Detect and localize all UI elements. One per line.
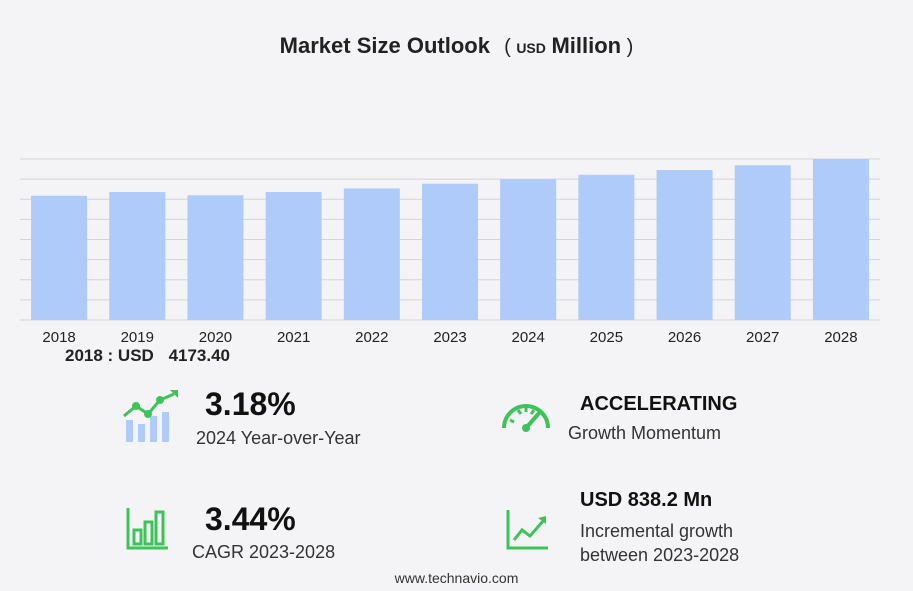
bar-2024 [500, 179, 557, 320]
x-tick-label: 2023 [433, 329, 466, 346]
incremental-label-line1: Incremental growth [580, 521, 734, 541]
bar-2027 [734, 165, 791, 320]
x-tick-label: 2019 [121, 329, 154, 346]
unit-currency: USD [516, 40, 546, 56]
x-tick-label: 2026 [668, 329, 701, 346]
bar-2018 [31, 195, 88, 320]
x-tick-label: 2022 [355, 329, 388, 346]
baseline-year-label: 2018 : USD [65, 346, 154, 365]
x-tick-label: 2021 [277, 329, 310, 346]
x-tick-label: 2018 [42, 329, 75, 346]
bar-chart: 2018 2019 2020 2021 2022 2023 2024 2025 2026 2027… [20, 158, 880, 346]
momentum-value: ACCELERATING [580, 393, 738, 415]
x-tick-label: 2028 [824, 329, 857, 346]
x-tick-label: 2025 [590, 329, 623, 346]
x-tick-label: 2024 [511, 329, 544, 346]
x-tick-label: 2027 [746, 329, 779, 346]
bar-2021 [265, 192, 322, 320]
speedometer-icon [502, 404, 550, 432]
yoy-value: 3.18% [205, 386, 296, 422]
bar-2023 [422, 183, 478, 320]
footer-url: www.technavio.com [394, 570, 519, 586]
yoy-label: 2024 Year-over-Year [196, 428, 361, 448]
x-tick-label: 2020 [199, 329, 232, 346]
trend-line-icon [506, 510, 548, 550]
momentum-label: Growth Momentum [568, 423, 722, 443]
unit-close: ) [626, 36, 634, 58]
unit-open: ( [504, 36, 511, 58]
cagr-value: 3.44% [205, 501, 296, 537]
bar-growth-icon [123, 390, 178, 442]
title-main: Market Size Outlook [279, 33, 490, 58]
cagr-label: CAGR 2023-2028 [192, 542, 336, 562]
bar-2025 [578, 174, 635, 320]
bar-2019 [109, 192, 166, 320]
incremental-label-line2: between 2023-2028 [580, 545, 740, 565]
bar-2022 [343, 188, 400, 320]
unit-scale: Million [551, 33, 622, 58]
incremental-value: USD 838.2 Mn [580, 489, 713, 511]
chart-title: Market Size Outlook ( USD Million ) [0, 33, 913, 59]
bar-2028 [812, 159, 869, 320]
bar-chart-icon [126, 508, 168, 550]
baseline-value-label: 2018 : USD 4173.40 [65, 346, 230, 366]
bar-2026 [656, 170, 713, 320]
bar-2020 [187, 195, 244, 320]
title-unit: ( USD Million ) [504, 33, 634, 58]
baseline-amount: 4173.40 [168, 346, 231, 365]
